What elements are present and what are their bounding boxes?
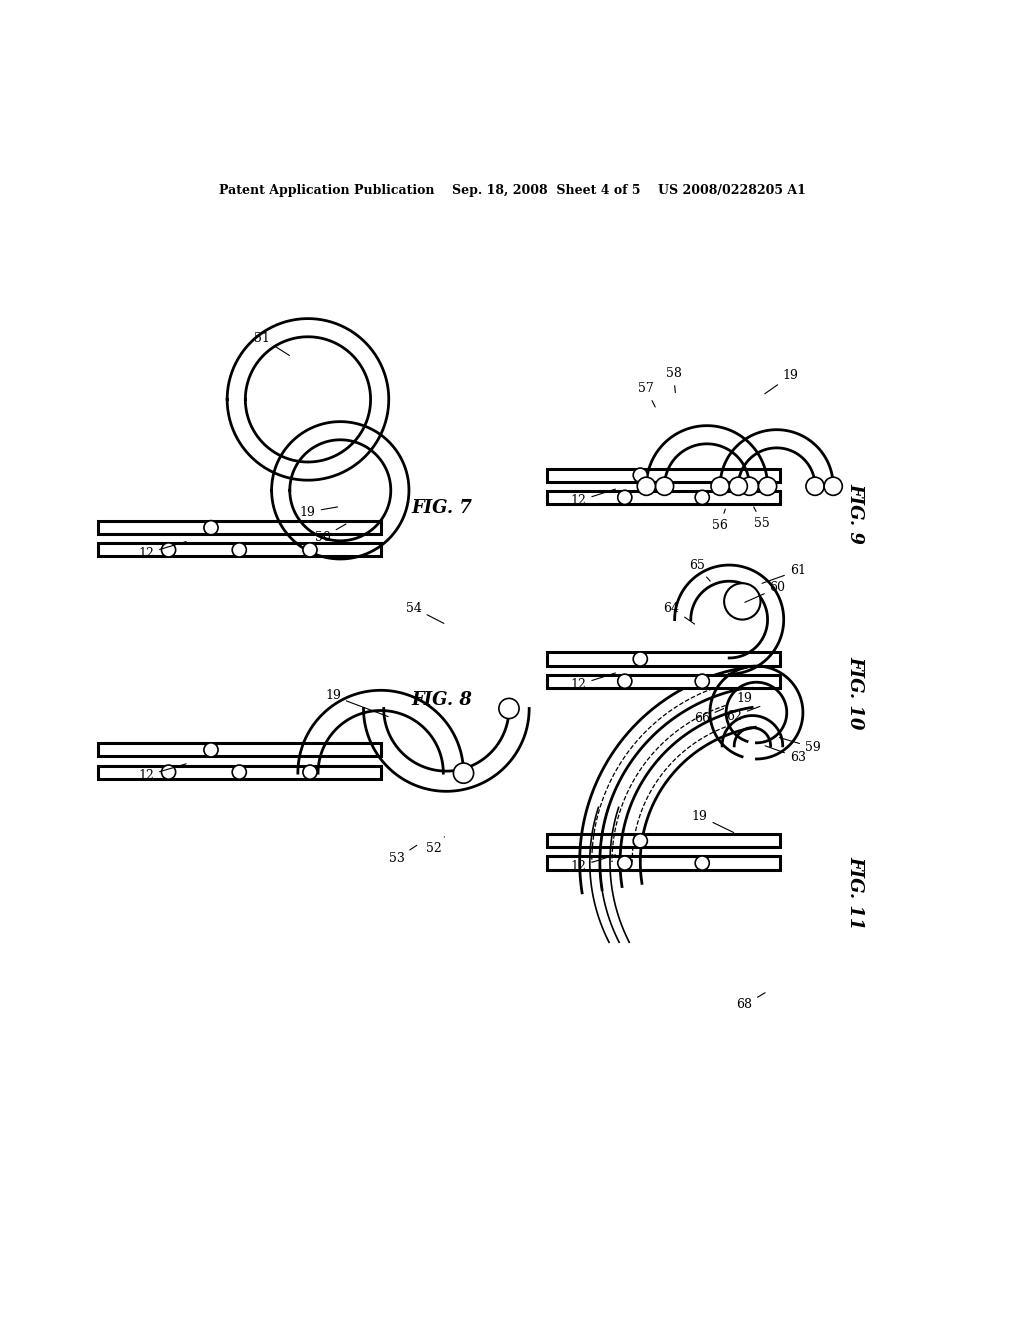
Circle shape xyxy=(617,490,632,504)
Text: 55: 55 xyxy=(754,507,770,529)
Text: FIG. 9: FIG. 9 xyxy=(847,483,864,544)
Bar xyxy=(548,652,779,665)
Text: FIG. 10: FIG. 10 xyxy=(847,656,864,729)
Text: 66: 66 xyxy=(694,709,724,725)
Circle shape xyxy=(633,469,647,482)
Text: 19: 19 xyxy=(736,688,753,705)
Circle shape xyxy=(303,543,317,557)
Text: 12: 12 xyxy=(138,541,186,560)
Circle shape xyxy=(695,490,710,504)
Bar xyxy=(548,857,779,870)
Bar xyxy=(548,834,779,847)
Text: 12: 12 xyxy=(138,764,186,783)
Text: 52: 52 xyxy=(426,837,444,855)
Text: 53: 53 xyxy=(389,845,417,865)
Text: 51: 51 xyxy=(254,331,290,355)
Circle shape xyxy=(806,477,824,495)
Circle shape xyxy=(617,855,632,870)
Text: 54: 54 xyxy=(406,602,443,623)
Bar xyxy=(548,491,779,504)
Circle shape xyxy=(204,520,218,535)
Text: FIG. 11: FIG. 11 xyxy=(847,855,864,929)
Circle shape xyxy=(759,477,776,495)
Text: 19: 19 xyxy=(300,506,338,519)
Bar xyxy=(548,675,779,688)
Text: 57: 57 xyxy=(638,383,655,407)
Text: 68: 68 xyxy=(736,993,765,1011)
Text: Patent Application Publication    Sep. 18, 2008  Sheet 4 of 5    US 2008/0228205: Patent Application Publication Sep. 18, … xyxy=(218,183,806,197)
Text: 12: 12 xyxy=(570,490,615,507)
Circle shape xyxy=(724,583,761,619)
Text: 56: 56 xyxy=(712,510,728,532)
Circle shape xyxy=(633,652,647,667)
Bar xyxy=(98,544,381,557)
Text: FIG. 8: FIG. 8 xyxy=(411,692,472,709)
Circle shape xyxy=(303,766,317,779)
Text: 58: 58 xyxy=(666,367,681,392)
Text: 19: 19 xyxy=(692,809,734,833)
Text: 62: 62 xyxy=(726,706,760,722)
Bar xyxy=(98,521,381,535)
Circle shape xyxy=(824,477,843,495)
Text: 59: 59 xyxy=(779,738,820,754)
Circle shape xyxy=(162,543,176,557)
Text: 64: 64 xyxy=(664,602,694,624)
Circle shape xyxy=(695,675,710,688)
Text: 50: 50 xyxy=(315,524,346,544)
Circle shape xyxy=(499,698,519,718)
Circle shape xyxy=(162,766,176,779)
Bar xyxy=(98,766,381,779)
Circle shape xyxy=(729,477,748,495)
Bar xyxy=(98,743,381,756)
Circle shape xyxy=(637,477,655,495)
Circle shape xyxy=(695,855,710,870)
Circle shape xyxy=(232,543,247,557)
Text: 19: 19 xyxy=(765,370,799,393)
Text: 65: 65 xyxy=(689,560,711,581)
Circle shape xyxy=(633,834,647,847)
Circle shape xyxy=(204,743,218,756)
Text: 63: 63 xyxy=(765,746,806,764)
Circle shape xyxy=(232,766,247,779)
Circle shape xyxy=(711,477,729,495)
Bar xyxy=(548,469,779,482)
Text: 60: 60 xyxy=(744,581,785,602)
Text: FIG. 7: FIG. 7 xyxy=(411,499,472,517)
Circle shape xyxy=(655,477,674,495)
Circle shape xyxy=(740,477,759,495)
Text: 61: 61 xyxy=(762,564,806,583)
Circle shape xyxy=(454,763,474,783)
Text: 12: 12 xyxy=(570,673,615,692)
Circle shape xyxy=(617,675,632,688)
Text: 12: 12 xyxy=(570,855,615,873)
Text: 19: 19 xyxy=(326,689,388,717)
